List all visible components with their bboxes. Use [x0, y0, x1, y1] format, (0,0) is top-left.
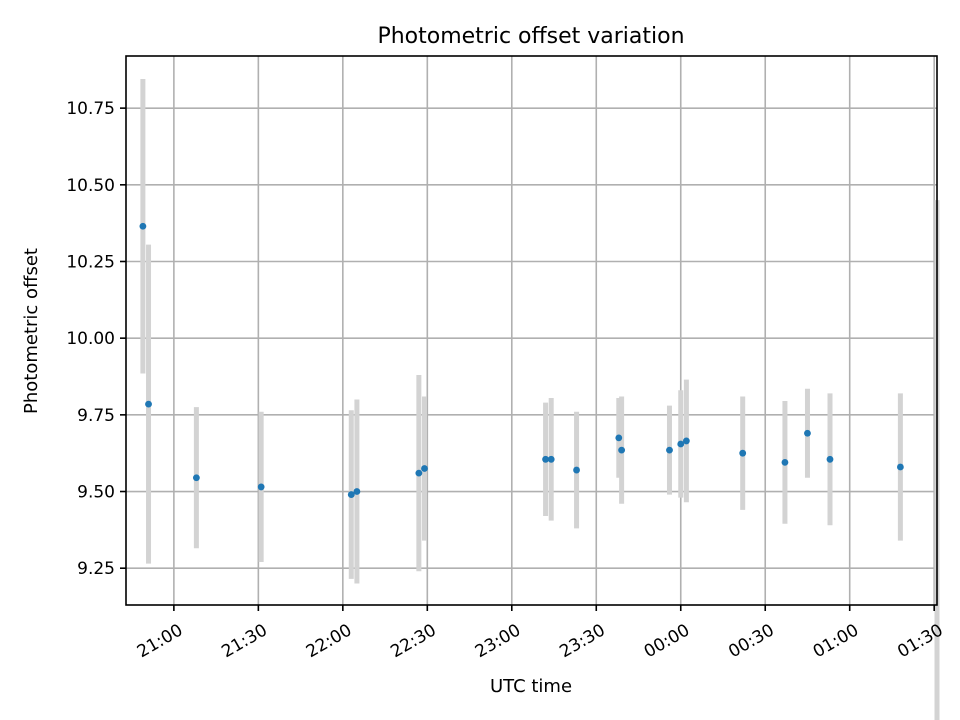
data-point: [781, 458, 789, 466]
y-tick-label: 10.75: [66, 99, 115, 119]
data-point: [415, 469, 423, 477]
data-point: [573, 466, 580, 474]
grid-lines: [126, 56, 937, 605]
y-axis-ticks: 9.25 9.50 9.75 10.00 10.25 10.50 10.75: [66, 99, 126, 579]
data-point: [353, 488, 361, 495]
x-axis-label: UTC time: [490, 676, 572, 697]
data-point: [615, 434, 623, 442]
data-point: [139, 222, 147, 230]
data-point: [804, 429, 811, 437]
data-point: [666, 446, 673, 454]
y-tick-label: 9.25: [77, 559, 115, 579]
data-point: [347, 491, 355, 498]
data-point: [896, 463, 904, 471]
data-point: [618, 446, 626, 454]
y-tick-label: 10.25: [66, 252, 115, 272]
data-point: [145, 400, 152, 408]
data-point: [542, 455, 549, 463]
y-axis-label: Photometric offset: [21, 248, 42, 414]
plot-frame: [125, 55, 938, 606]
data-point: [421, 465, 428, 472]
data-point: [547, 455, 555, 463]
data-point: [192, 474, 200, 482]
data-point: [826, 455, 834, 463]
y-tick-label: 9.50: [77, 483, 115, 503]
data-point: [677, 440, 685, 448]
data-point: [257, 483, 265, 491]
data-points: [139, 222, 904, 498]
data-point: [739, 449, 747, 457]
y-tick-label: 9.75: [77, 406, 115, 426]
data-point: [682, 437, 690, 445]
chart-title: Photometric offset variation: [377, 24, 684, 49]
y-tick-label: 10.50: [66, 176, 115, 196]
y-tick-label: 10.00: [66, 329, 115, 349]
